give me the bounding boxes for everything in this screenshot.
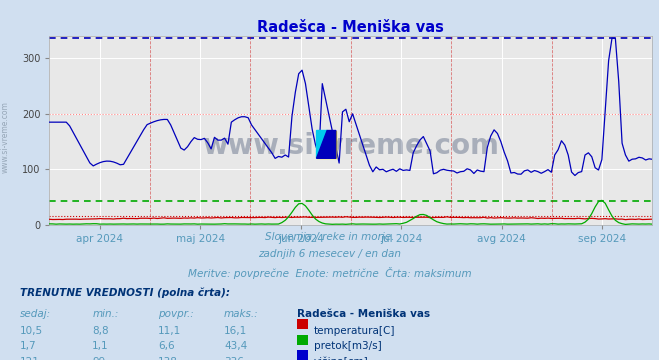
Text: pretok[m3/s]: pretok[m3/s] [314, 341, 382, 351]
Text: povpr.:: povpr.: [158, 309, 194, 319]
Text: Meritve: povprečne  Enote: metrične  Črta: maksimum: Meritve: povprečne Enote: metrične Črta:… [188, 267, 471, 279]
Text: 6,6: 6,6 [158, 341, 175, 351]
Text: 138: 138 [158, 357, 178, 360]
Title: Radešca - Meniška vas: Radešca - Meniška vas [258, 20, 444, 35]
Text: 99: 99 [92, 357, 105, 360]
Polygon shape [316, 130, 336, 158]
Text: Radešca - Meniška vas: Radešca - Meniška vas [297, 309, 430, 319]
Bar [316, 130, 336, 158]
Polygon shape [316, 130, 327, 158]
Text: maks.:: maks.: [224, 309, 259, 319]
Text: temperatura[C]: temperatura[C] [314, 326, 395, 336]
Text: zadnjih 6 mesecev / en dan: zadnjih 6 mesecev / en dan [258, 249, 401, 260]
Text: sedaj:: sedaj: [20, 309, 51, 319]
Text: 336: 336 [224, 357, 244, 360]
Text: www.si-vreme.com: www.si-vreme.com [202, 132, 500, 159]
Text: 16,1: 16,1 [224, 326, 247, 336]
Text: TRENUTNE VREDNOSTI (polna črta):: TRENUTNE VREDNOSTI (polna črta): [20, 288, 230, 298]
Text: 8,8: 8,8 [92, 326, 109, 336]
Text: 1,1: 1,1 [92, 341, 109, 351]
Text: www.si-vreme.com: www.si-vreme.com [1, 101, 10, 173]
Text: min.:: min.: [92, 309, 119, 319]
Text: 43,4: 43,4 [224, 341, 247, 351]
Text: 1,7: 1,7 [20, 341, 36, 351]
Text: 11,1: 11,1 [158, 326, 181, 336]
Text: Slovenija / reke in morje.: Slovenija / reke in morje. [265, 232, 394, 242]
Text: višina[cm]: višina[cm] [314, 357, 368, 360]
Text: 121: 121 [20, 357, 40, 360]
Text: 10,5: 10,5 [20, 326, 43, 336]
